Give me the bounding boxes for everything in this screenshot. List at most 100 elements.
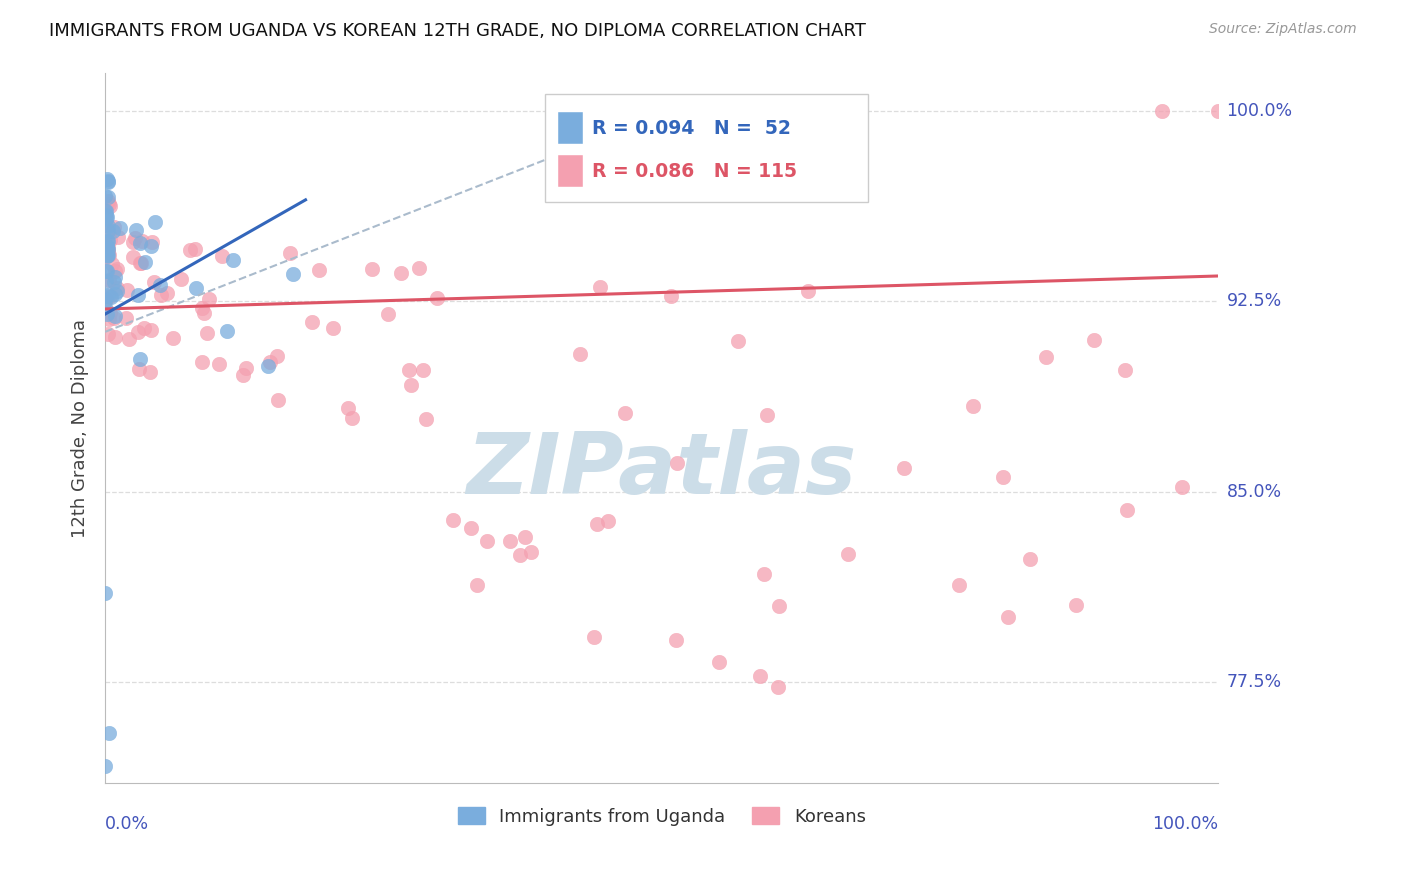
Point (96, 264, 118, 278)
Point (1066, 598, 1088, 612)
Point (139, 239, 162, 253)
Point (128, 235, 150, 250)
Point (198, 293, 221, 307)
Point (97, 288, 120, 302)
Point (134, 255, 156, 269)
Point (796, 284, 818, 298)
Point (98, 233, 121, 247)
Point (97, 248, 120, 262)
Point (97, 243, 120, 257)
Point (389, 266, 412, 280)
Point (127, 325, 149, 339)
Point (96, 211, 118, 226)
Point (308, 263, 330, 277)
Point (336, 401, 359, 415)
Point (100, 257, 122, 271)
Point (98, 199, 121, 213)
Point (104, 269, 127, 284)
Point (399, 377, 422, 392)
Point (96, 249, 118, 263)
Point (377, 307, 399, 321)
Point (104, 330, 127, 344)
Point (727, 334, 749, 348)
Point (278, 246, 301, 260)
Point (259, 355, 281, 369)
Point (107, 285, 129, 299)
Point (1171, 480, 1194, 494)
Point (108, 221, 131, 235)
Bar (558, 112, 582, 144)
FancyBboxPatch shape (544, 95, 868, 202)
Point (96, 264, 118, 278)
Point (96, 238, 118, 252)
Point (143, 275, 166, 289)
Text: ZIPatlas: ZIPatlas (467, 429, 856, 512)
Point (103, 224, 125, 238)
Text: 100.0%: 100.0% (1226, 102, 1292, 120)
Point (149, 278, 172, 293)
Point (659, 289, 682, 303)
Point (475, 534, 498, 549)
Point (756, 408, 779, 422)
Point (340, 410, 363, 425)
Point (98, 196, 121, 211)
Point (129, 351, 152, 366)
Text: 77.5%: 77.5% (1226, 673, 1282, 691)
Point (97, 224, 120, 238)
Point (766, 681, 789, 695)
Point (1018, 551, 1040, 566)
Point (149, 288, 172, 302)
Point (948, 578, 970, 592)
Point (94, 200, 117, 214)
Point (322, 321, 344, 335)
Point (94, 218, 117, 232)
Point (115, 283, 138, 297)
Point (267, 392, 290, 407)
Point (94, 274, 117, 288)
Point (665, 633, 688, 648)
Point (103, 275, 125, 289)
Point (122, 235, 145, 250)
Point (97, 725, 120, 739)
Text: Source: ZipAtlas.com: Source: ZipAtlas.com (1209, 22, 1357, 37)
Point (509, 548, 531, 562)
Point (96, 326, 118, 341)
Y-axis label: 12th Grade, No Diploma: 12th Grade, No Diploma (72, 318, 89, 538)
Point (96, 247, 118, 261)
Point (94, 203, 117, 218)
Text: 100.0%: 100.0% (1152, 815, 1218, 833)
Point (103, 310, 125, 325)
Point (997, 610, 1019, 624)
Point (499, 533, 522, 548)
Point (520, 545, 543, 559)
Point (141, 235, 163, 249)
Point (94, 289, 117, 303)
Point (962, 399, 984, 413)
Point (97, 189, 120, 203)
Point (129, 256, 152, 270)
Point (124, 231, 146, 245)
Point (1152, 103, 1174, 118)
Point (408, 261, 430, 276)
Point (107, 229, 129, 244)
Point (100, 289, 122, 303)
Point (752, 567, 775, 582)
Point (105, 280, 128, 294)
Point (131, 255, 153, 269)
Point (94, 758, 117, 772)
Point (412, 363, 434, 377)
Point (360, 262, 382, 277)
Point (143, 215, 166, 229)
Point (94, 203, 117, 218)
Point (94, 250, 117, 264)
Point (217, 324, 239, 338)
Point (301, 315, 323, 329)
Point (156, 285, 179, 300)
Point (97, 312, 120, 326)
Point (1035, 350, 1057, 364)
Text: 92.5%: 92.5% (1226, 293, 1282, 310)
Text: 0.0%: 0.0% (105, 815, 149, 833)
Point (586, 517, 609, 532)
Point (222, 252, 245, 267)
Point (211, 249, 233, 263)
